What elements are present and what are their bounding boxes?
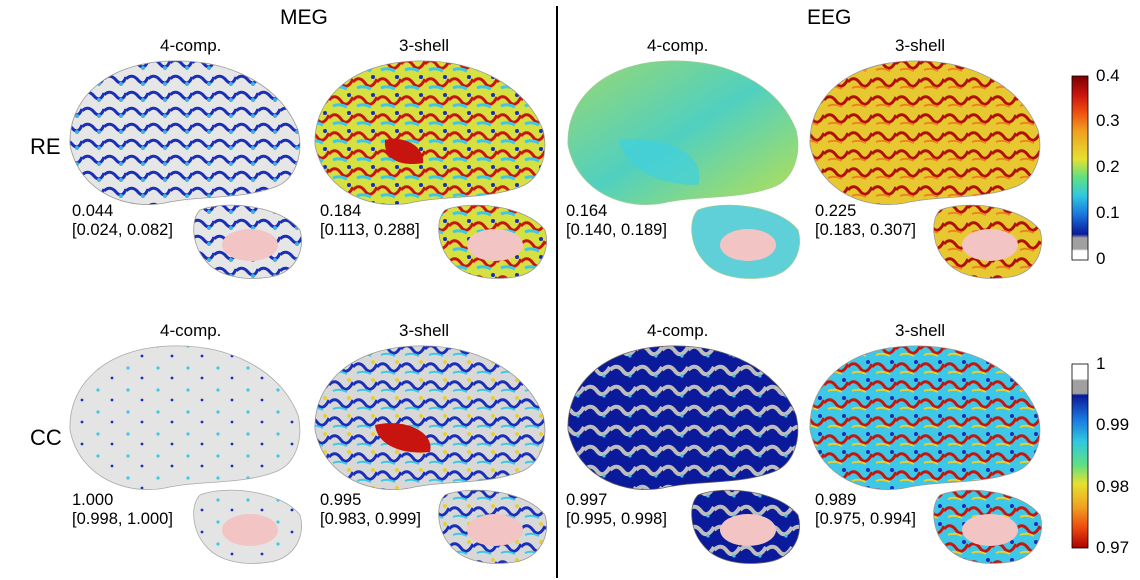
colorbar-re [1071,75,1089,261]
model-label-meg-cc-3shell: 3-shell [399,321,450,340]
colorbar-cc-tick: 1 [1096,354,1106,373]
stat-ci: [0.024, 0.082] [72,221,173,239]
stats-meg-re-4comp: 0.044 [0.024, 0.082] [72,202,173,240]
stat-value: 0.997 [566,491,608,509]
colorbar-re-tick: 0.2 [1096,157,1120,176]
stat-value: 0.184 [320,202,362,220]
model-label-meg-re-3shell: 3-shell [399,36,450,55]
row-label-re: RE [30,134,61,159]
row-label-cc: CC [30,425,62,450]
model-label-eeg-cc-4comp: 4-comp. [647,321,709,340]
stat-ci: [0.975, 0.994] [815,510,916,528]
modality-header-eeg: EEG [807,6,852,29]
colorbar-re-tick: 0 [1096,249,1106,268]
stat-value: 0.225 [815,202,857,220]
colorbar-re-tick: 0.3 [1096,111,1120,130]
stat-ci: [0.998, 1.000] [72,510,173,528]
modality-divider [556,6,558,578]
model-label-eeg-cc-3shell: 3-shell [895,321,946,340]
colorbar-cc-tick: 0.97 [1096,538,1130,557]
stats-eeg-re-3shell: 0.225 [0.183, 0.307] [815,202,916,240]
model-label-eeg-re-4comp: 4-comp. [647,36,709,55]
stat-ci: [0.183, 0.307] [815,221,916,239]
model-label-meg-re-4comp: 4-comp. [160,36,222,55]
brain-map-eeg-re-3shell [809,60,1042,279]
stats-meg-re-3shell: 0.184 [0.113, 0.288] [320,202,420,240]
stat-value: 0.989 [815,491,857,509]
colorbar-cc [1071,363,1089,549]
colorbar-re-tick: 0.4 [1096,66,1120,85]
stat-value: 0.164 [566,202,608,220]
stat-ci: [0.995, 0.998] [566,510,667,528]
stats-eeg-re-4comp: 0.164 [0.140, 0.189] [566,202,667,240]
brain-map-eeg-re-4comp [567,60,800,279]
modality-header-meg: MEG [280,6,328,29]
model-label-meg-cc-4comp: 4-comp. [160,321,222,340]
stat-ci: [0.983, 0.999] [320,510,421,528]
colorbar-cc-tick: 0.98 [1096,477,1130,496]
stat-ci: [0.140, 0.189] [566,221,667,239]
model-label-eeg-re-3shell: 3-shell [895,36,946,55]
stats-meg-cc-3shell: 0.995 [0.983, 0.999] [320,491,421,529]
stat-ci: [0.113, 0.288] [320,221,420,239]
stats-eeg-cc-4comp: 0.997 [0.995, 0.998] [566,491,667,529]
stat-value: 0.995 [320,491,362,509]
brain-map-eeg-cc-3shell [809,345,1042,564]
brain-map-eeg-cc-4comp [567,345,800,564]
stats-meg-cc-4comp: 1.000 [0.998, 1.000] [72,491,173,529]
brain-map-meg-re-3shell [314,60,547,279]
brain-map-meg-re-4comp [69,60,302,279]
stat-value: 1.000 [72,491,114,509]
stats-eeg-cc-3shell: 0.989 [0.975, 0.994] [815,491,916,529]
brain-map-meg-cc-4comp [69,345,302,564]
colorbar-cc-tick: 0.99 [1096,415,1130,434]
brain-map-meg-cc-3shell [314,345,547,564]
colorbar-re-tick: 0.1 [1096,203,1120,222]
stat-value: 0.044 [72,202,114,220]
